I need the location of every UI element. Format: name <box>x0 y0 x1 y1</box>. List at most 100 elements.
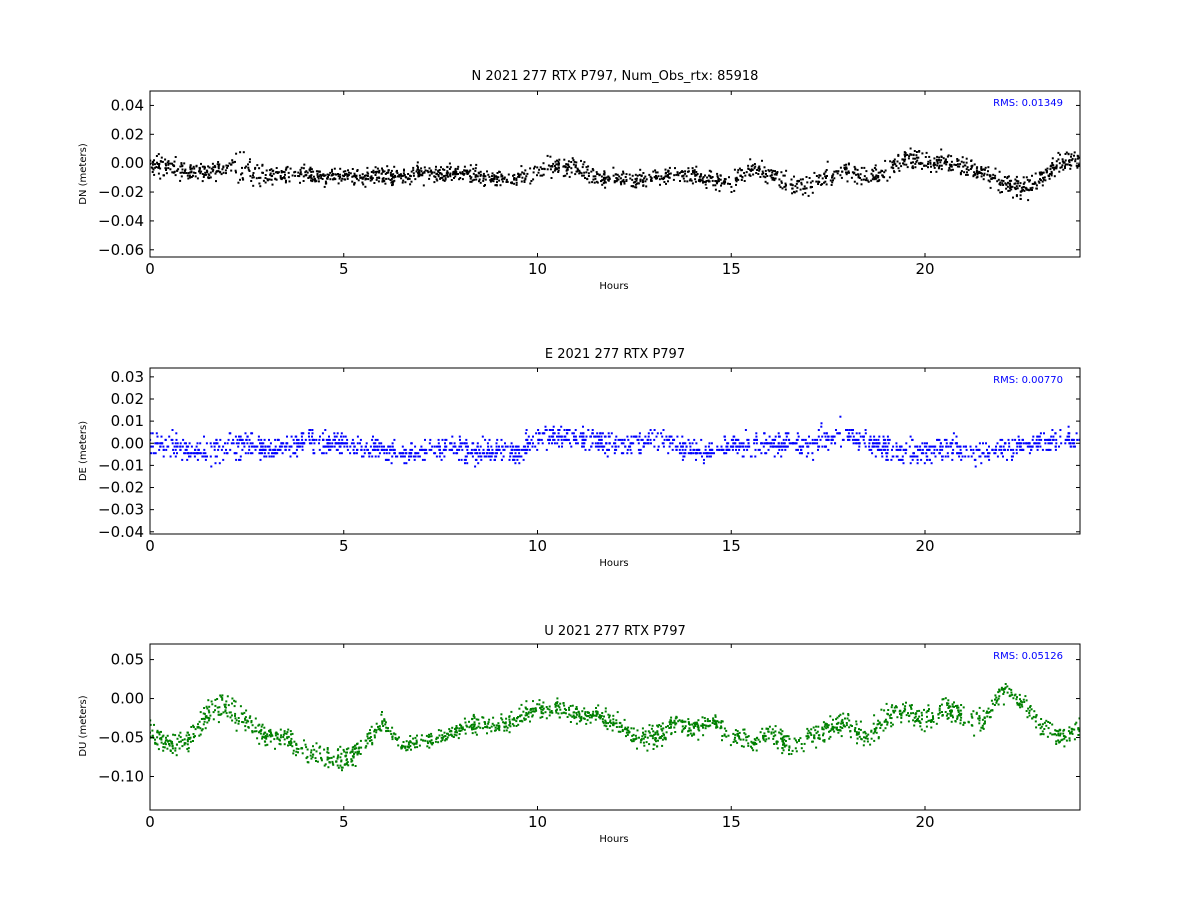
east-data-point <box>260 445 263 448</box>
east-data-point <box>687 438 690 441</box>
north-data-point <box>445 172 448 175</box>
north-data-point <box>950 169 953 172</box>
east-data-point <box>668 438 671 441</box>
north-data-point <box>909 147 912 150</box>
east-data-point <box>709 452 712 455</box>
north-data-point <box>478 178 481 181</box>
up-data-point <box>370 739 373 742</box>
north-data-point <box>152 168 155 171</box>
north-data-point <box>982 174 985 177</box>
north-data-point <box>1011 185 1014 188</box>
north-data-point <box>997 178 1000 181</box>
north-data-point <box>513 173 516 176</box>
up-data-point <box>912 712 915 715</box>
north-data-point <box>845 173 848 176</box>
north-data-point <box>435 173 438 176</box>
up-data-point <box>504 722 507 725</box>
north-data-point <box>345 172 348 175</box>
north-data-point <box>474 169 477 172</box>
east-data-point <box>520 448 523 451</box>
east-data-point <box>150 445 152 448</box>
up-data-point <box>652 730 655 733</box>
north-data-point <box>888 176 891 179</box>
north-data-point <box>720 184 722 187</box>
north-data-point <box>947 154 950 157</box>
east-data-point <box>368 455 371 458</box>
north-data-point <box>581 166 584 169</box>
north-data-point <box>970 166 973 169</box>
north-data-point <box>836 172 839 175</box>
east-data-point <box>574 429 577 431</box>
north-data-point <box>1048 175 1050 178</box>
up-data-point <box>946 704 949 707</box>
north-data-point <box>443 168 446 171</box>
east-data-point <box>820 425 823 428</box>
up-data-point <box>651 724 654 727</box>
north-data-point <box>825 183 828 186</box>
north-data-point <box>1059 166 1062 169</box>
north-data-point <box>442 179 445 182</box>
east-data-point <box>188 442 191 445</box>
east-data-point <box>920 452 923 455</box>
east-data-point <box>529 442 532 445</box>
up-data-point <box>1032 715 1035 718</box>
north-data-point <box>285 179 287 182</box>
north-data-point <box>872 176 875 179</box>
north-data-point <box>1007 189 1010 192</box>
east-data-point <box>378 452 381 455</box>
up-data-point <box>796 741 798 744</box>
north-data-point <box>1003 176 1006 178</box>
north-data-point <box>1022 185 1025 188</box>
east-data-point <box>805 455 808 458</box>
north-data-point <box>326 177 328 180</box>
east-data-point <box>383 448 386 451</box>
north-data-point <box>315 170 318 173</box>
north-data-point <box>385 177 388 180</box>
up-data-point <box>661 729 664 732</box>
north-data-point <box>1014 178 1017 181</box>
north-data-point <box>217 161 220 163</box>
east-data-point <box>674 445 677 448</box>
up-data-point <box>806 732 809 735</box>
north-data-point <box>846 171 849 174</box>
north-data-point <box>666 174 669 177</box>
north-data-point <box>749 174 752 177</box>
up-data-point <box>895 705 897 708</box>
east-data-point <box>369 452 372 455</box>
north-data-point <box>416 161 419 164</box>
north-data-point <box>574 173 577 176</box>
east-data-point <box>237 442 240 445</box>
north-data-point <box>682 177 685 180</box>
north-data-point <box>457 173 459 175</box>
north-y-tick-label: −0.02 <box>98 183 144 201</box>
up-data-point <box>359 739 362 742</box>
north-data-point <box>479 181 482 184</box>
north-data-point <box>300 173 303 176</box>
north-data-point <box>635 179 638 182</box>
up-data-point <box>688 723 691 726</box>
up-data-point <box>520 703 523 706</box>
east-data-point <box>870 438 873 441</box>
north-data-point <box>387 177 390 180</box>
north-data-point <box>973 171 976 174</box>
north-data-point <box>483 185 486 187</box>
up-data-point <box>869 743 872 746</box>
east-data-point <box>771 438 774 441</box>
up-data-point <box>970 713 973 716</box>
north-data-point <box>187 172 190 175</box>
east-data-point <box>227 438 230 441</box>
north-data-point <box>239 178 241 181</box>
east-data-point <box>882 442 885 445</box>
north-data-point <box>784 185 787 188</box>
north-data-point <box>655 177 658 180</box>
north-data-point <box>737 169 740 172</box>
up-data-point <box>602 721 605 724</box>
east-data-point <box>723 452 726 455</box>
north-data-point <box>167 163 170 166</box>
north-data-point <box>1017 180 1020 183</box>
east-data-point <box>532 435 534 438</box>
east-data-point <box>732 445 735 448</box>
up-data-point <box>761 727 764 730</box>
north-data-point <box>157 172 160 175</box>
north-data-point <box>409 174 411 177</box>
